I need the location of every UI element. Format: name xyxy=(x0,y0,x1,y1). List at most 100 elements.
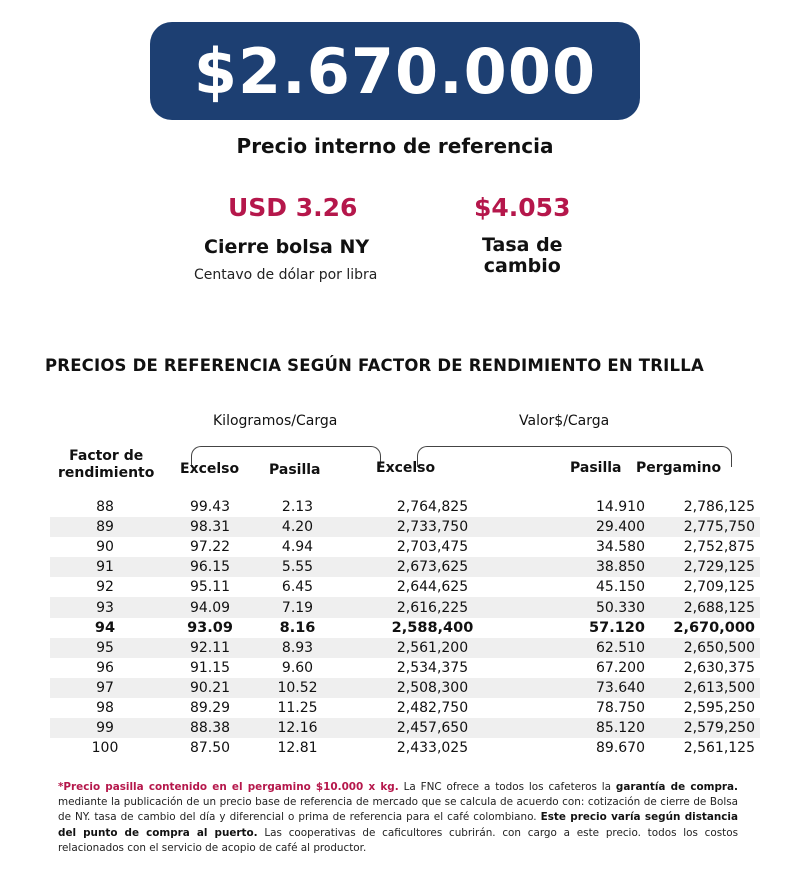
internal-price: $2.670.000 xyxy=(193,34,597,108)
exchange-rate-label-line: cambio xyxy=(483,255,561,277)
cell-pergamino: 2,670,000 xyxy=(673,619,755,636)
cell-factor: 91 xyxy=(96,559,114,576)
table-row: 100 87.50 12.81 2,433,025 89.670 2,561,125 xyxy=(50,738,760,758)
header-factor-line: Factor de xyxy=(69,448,144,464)
cell-excelso-kg: 95.11 xyxy=(189,579,231,596)
cell-pasilla-kg: 6.45 xyxy=(281,579,314,596)
cell-pergamino: 2,595,250 xyxy=(683,699,755,716)
cell-factor: 100 xyxy=(91,740,119,757)
footnote: *Precio pasilla contenido en el pergamin… xyxy=(58,780,738,856)
cell-pasilla-kg: 12.16 xyxy=(277,720,318,737)
cell-pasilla-kg: 8.93 xyxy=(281,639,314,656)
table-row: 94 93.09 8.16 2,588,400 57.120 2,670,000 xyxy=(50,618,760,638)
exchange-rate-label-line: Tasa de xyxy=(482,234,563,256)
cell-excelso-kg: 98.31 xyxy=(189,519,231,536)
group-kg: Kilogramos/Carga xyxy=(213,413,338,429)
cell-excelso-value: 2,433,025 xyxy=(396,740,469,757)
cell-pasilla-value: 34.580 xyxy=(596,539,645,556)
cell-excelso-value: 2,534,375 xyxy=(396,659,469,676)
cell-factor: 95 xyxy=(96,639,114,656)
cell-factor: 98 xyxy=(96,699,114,716)
cell-pasilla-kg: 11.25 xyxy=(277,699,318,716)
cell-excelso-value: 2,764,825 xyxy=(396,499,469,516)
header-factor: Factor de rendimiento xyxy=(58,448,154,482)
cell-excelso-value: 2,616,225 xyxy=(396,599,469,616)
cell-pergamino: 2,561,125 xyxy=(683,740,755,757)
price-table-body: 88 99.43 2.13 2,764,825 14.910 2,786,125 89 98.… xyxy=(50,497,760,758)
footnote-text: La FNC ofrece a todos los cafeteros la xyxy=(398,781,616,793)
cell-factor: 88 xyxy=(96,499,114,516)
cell-excelso-kg: 90.21 xyxy=(189,679,231,696)
header-pasilla-kg: Pasilla xyxy=(269,462,321,478)
header-pasilla-value: Pasilla xyxy=(570,460,622,476)
footnote-highlight: *Precio pasilla contenido en el pergamin… xyxy=(58,781,399,793)
cell-excelso-value: 2,673,625 xyxy=(396,559,469,576)
table-row: 95 92.11 8.93 2,561,200 62.510 2,650,500 xyxy=(50,637,760,658)
cell-excelso-kg: 88.38 xyxy=(189,720,231,737)
cell-excelso-kg: 87.50 xyxy=(189,740,231,757)
cell-factor: 89 xyxy=(96,519,114,536)
footnote-bold: Este precio varía según distancia del pu… xyxy=(58,811,738,839)
cell-excelso-kg: 96.15 xyxy=(189,559,231,576)
cell-factor: 96 xyxy=(96,659,114,676)
cell-factor: 94 xyxy=(94,619,116,636)
cell-pergamino: 2,650,500 xyxy=(683,639,755,656)
footnote-text: Las cooperativas de caficultores cubrirá… xyxy=(58,826,738,854)
cell-pasilla-kg: 8.16 xyxy=(279,619,316,636)
cell-pasilla-value: 50.330 xyxy=(596,599,645,616)
header-excelso-kg: Excelso xyxy=(180,461,240,477)
table-row: 98 89.29 11.25 2,482,750 78.750 2,595,250 xyxy=(50,698,760,718)
cell-pasilla-value: 29.400 xyxy=(596,519,645,536)
cell-pasilla-kg: 4.94 xyxy=(281,539,314,556)
cell-pasilla-value: 85.120 xyxy=(596,720,645,737)
group-value-bracket xyxy=(417,446,732,467)
price-banner: $2.670.000 xyxy=(150,22,640,120)
table-row: 97 90.21 10.52 2,508,300 73.640 2,613,500 xyxy=(50,677,760,698)
table-row: 99 88.38 12.16 2,457,650 85.120 2,579,250 xyxy=(50,718,760,739)
cell-excelso-kg: 91.15 xyxy=(189,659,231,676)
table-row: 96 91.15 9.60 2,534,375 67.200 2,630,375 xyxy=(50,658,760,678)
cell-pasilla-kg: 2.13 xyxy=(281,499,314,516)
group-value: Valor$/Carga xyxy=(519,413,610,429)
cell-pergamino: 2,579,250 xyxy=(683,720,755,737)
ny-close-value: USD 3.26 xyxy=(228,193,358,222)
cell-pasilla-kg: 5.55 xyxy=(281,559,314,576)
cell-pergamino: 2,729,125 xyxy=(683,559,755,576)
cell-pasilla-kg: 9.60 xyxy=(281,659,314,676)
cell-pasilla-value: 62.510 xyxy=(596,639,645,656)
header-factor-line: rendimiento xyxy=(58,465,155,481)
ny-close-label: Cierre bolsa NY xyxy=(204,236,370,258)
cell-pasilla-value: 67.200 xyxy=(596,659,645,676)
table-row: 93 94.09 7.19 2,616,225 50.330 2,688,125 xyxy=(50,597,760,618)
cell-pasilla-value: 78.750 xyxy=(596,699,645,716)
cell-pasilla-kg: 4.20 xyxy=(281,519,314,536)
exchange-rate-label: Tasa de cambio xyxy=(482,235,563,277)
cell-pasilla-value: 73.640 xyxy=(596,679,645,696)
footnote-bold: garantía de compra. xyxy=(615,781,738,793)
cell-excelso-value: 2,703,475 xyxy=(396,539,469,556)
cell-pergamino: 2,613,500 xyxy=(683,679,755,696)
cell-excelso-value: 2,482,750 xyxy=(396,699,469,716)
table-title: PRECIOS DE REFERENCIA SEGÚN FACTOR DE RE… xyxy=(45,356,704,375)
cell-pergamino: 2,688,125 xyxy=(683,599,755,616)
footnote-text: mediante la publicación de un precio bas… xyxy=(58,796,738,824)
ny-close-unit: Centavo de dólar por libra xyxy=(194,267,378,283)
table-row: 90 97.22 4.94 2,703,475 34.580 2,752,875 xyxy=(50,537,760,557)
cell-pasilla-value: 57.120 xyxy=(589,619,645,636)
cell-factor: 97 xyxy=(96,679,114,696)
cell-pasilla-kg: 12.81 xyxy=(277,740,318,757)
cell-excelso-value: 2,644,625 xyxy=(396,579,469,596)
table-row: 92 95.11 6.45 2,644,625 45.150 2,709,125 xyxy=(50,577,760,597)
table-row: 91 96.15 5.55 2,673,625 38.850 2,729,125 xyxy=(50,557,760,578)
cell-pasilla-value: 89.670 xyxy=(596,740,645,757)
cell-pergamino: 2,775,750 xyxy=(683,519,755,536)
cell-pasilla-kg: 10.52 xyxy=(277,679,318,696)
cell-excelso-kg: 92.11 xyxy=(189,639,231,656)
cell-pergamino: 2,786,125 xyxy=(683,499,755,516)
cell-excelso-kg: 94.09 xyxy=(189,599,231,616)
cell-excelso-value: 2,457,650 xyxy=(396,720,469,737)
cell-factor: 92 xyxy=(96,579,114,596)
price-label: Precio interno de referencia xyxy=(236,134,554,158)
cell-pasilla-value: 14.910 xyxy=(596,499,645,516)
